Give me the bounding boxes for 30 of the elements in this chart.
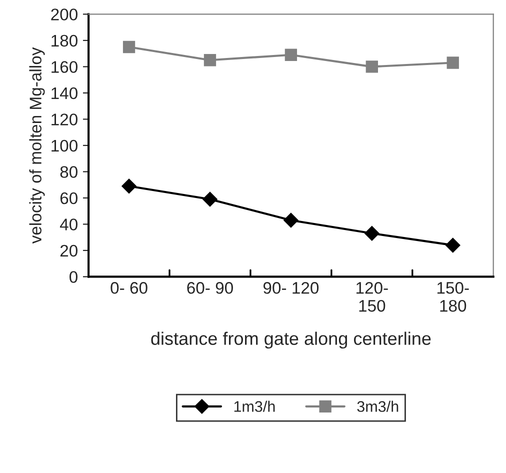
x-tick-label: 120- 150 <box>356 282 388 312</box>
y-tick-label: 80 <box>60 166 78 178</box>
point <box>366 60 378 73</box>
point <box>284 212 298 228</box>
y-tick-label: 200 <box>51 8 78 20</box>
y-axis-title: velocity of molten Mg-alloy <box>29 47 45 244</box>
point <box>202 192 218 207</box>
legend-label: 1m3/h <box>234 400 275 412</box>
point <box>446 56 459 69</box>
y-tick-label: 180 <box>52 34 78 47</box>
point <box>364 226 380 241</box>
y-tick-label: 40 <box>60 218 78 230</box>
point <box>122 40 136 54</box>
x-tick-label: 0- 60 <box>110 282 148 294</box>
y-tick-label: 0 <box>70 271 78 283</box>
y-tick-label: 120 <box>52 114 78 126</box>
point <box>284 48 298 61</box>
y-tick-label: 60 <box>60 192 78 204</box>
y-tick-label: 160 <box>52 61 78 73</box>
y-tick-label: 20 <box>60 244 78 257</box>
y-tick-label: 140 <box>52 87 78 100</box>
x-tick-label: 60- 90 <box>187 282 233 294</box>
x-tick-label: 90- 120 <box>263 282 319 294</box>
point <box>204 54 216 66</box>
point <box>122 178 136 194</box>
legend-label: 3m3/h <box>357 400 398 412</box>
y-tick-label: 100 <box>52 140 78 152</box>
x-axis-title: distance from gate along centerline <box>151 332 431 349</box>
point <box>445 238 460 253</box>
x-tick-label: 150- 180 <box>437 282 469 312</box>
